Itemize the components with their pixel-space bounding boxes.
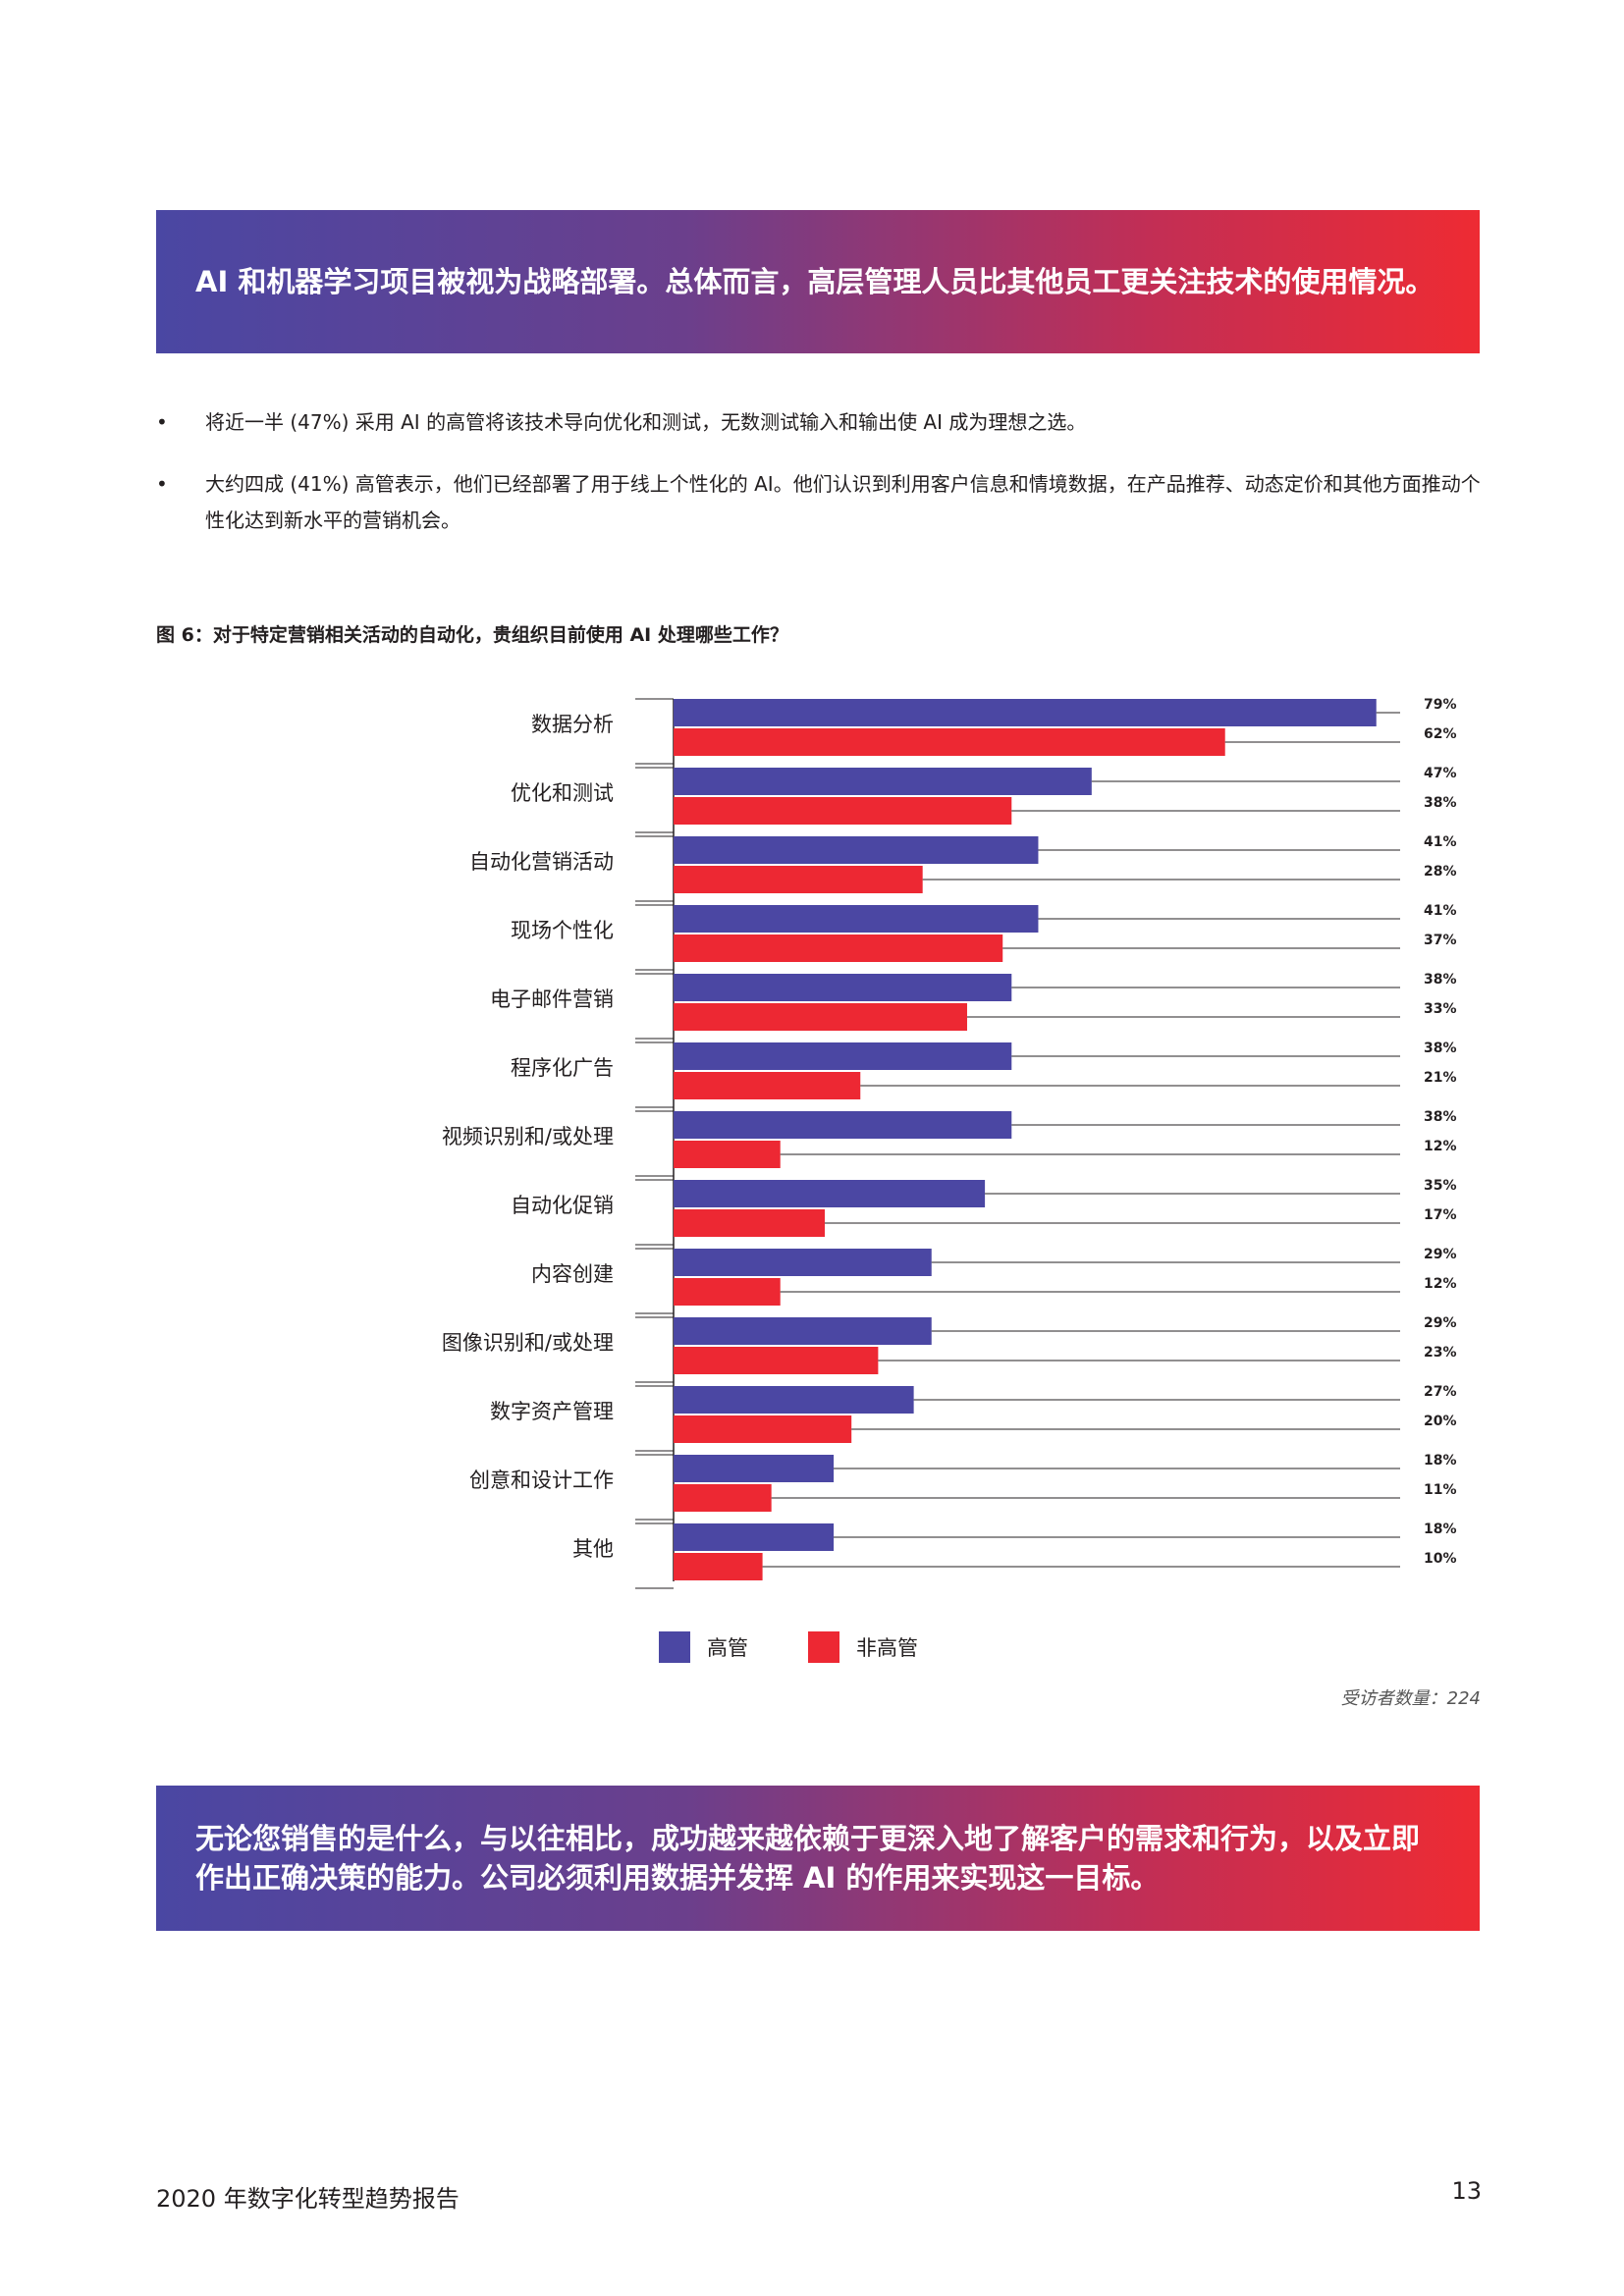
legend-label: 高管 [707,1636,748,1660]
bar-executives [674,1042,1012,1070]
bullet-text: 将近一半 (47%) 采用 AI 的高管将该技术导向优化和测试，无数测试输入和输… [205,410,1087,434]
data-label: 23% [1424,1345,1457,1361]
data-label: 62% [1424,726,1457,742]
bar-non-executives [674,1072,861,1099]
bar-non-executives [674,1003,967,1031]
data-label: 12% [1424,1276,1457,1292]
bar-non-executives [674,866,923,893]
bar-executives [674,905,1039,933]
category-label: 程序化广告 [511,1056,614,1080]
legend-item-non-executives: 非高管 [808,1631,918,1663]
bar-non-executives [674,1415,852,1443]
data-label: 47% [1424,766,1457,781]
data-label: 28% [1424,864,1457,880]
bar-non-executives [674,797,1012,825]
data-label: 38% [1424,795,1457,811]
data-label: 38% [1424,972,1457,988]
bar-non-executives [674,1347,879,1374]
legend-swatch-non-executives [808,1631,839,1663]
bar-executives [674,1386,914,1414]
bar-non-executives [674,934,1003,962]
conclusion-text: 无论您销售的是什么，与以往相比，成功越来越依赖于更深入地了解客户的需求和行为，以… [195,1822,1421,1895]
legend-label: 非高管 [856,1636,918,1660]
page-number: 13 [1451,2177,1482,2205]
category-label: 数据分析 [531,713,614,736]
bar-executives [674,1523,835,1551]
legend-item-executives: 高管 [659,1631,748,1663]
data-label: 33% [1424,1001,1457,1017]
data-label: 41% [1424,903,1457,919]
bar-executives [674,974,1012,1001]
data-label: 29% [1424,1315,1457,1331]
bar-executives [674,1455,835,1482]
category-label: 创意和设计工作 [469,1468,614,1492]
bar-executives [674,1317,932,1345]
footer-report-title: 2020 年数字化转型趋势报告 [156,2185,460,2213]
data-label: 38% [1424,1109,1457,1125]
legend-swatch-executives [659,1631,690,1663]
data-label: 18% [1424,1522,1457,1537]
category-label: 视频识别和/或处理 [442,1125,614,1148]
data-label: 35% [1424,1178,1457,1194]
bar-non-executives [674,1141,781,1168]
category-label: 现场个性化 [511,919,614,942]
bar-executives [674,1180,986,1207]
category-label: 电子邮件营销 [490,988,614,1011]
data-label: 18% [1424,1453,1457,1468]
bar-executives [674,836,1039,864]
category-label: 数字资产管理 [490,1400,614,1423]
bar-executives [674,699,1377,726]
data-label: 79% [1424,697,1457,713]
bar-executives [674,1249,932,1276]
bar-non-executives [674,1553,763,1580]
respondent-count: 受访者数量：224 [1340,1688,1481,1709]
data-label: 12% [1424,1139,1457,1154]
bar-executives [674,768,1092,795]
bullet-marker: • [156,472,168,496]
bullet-item: • 将近一半 (47%) 采用 AI 的高管将该技术导向优化和测试，无数测试输入… [156,404,1482,441]
key-finding-text: AI 和机器学习项目被视为战略部署。总体而言，高层管理人员比其他员工更关注技术的… [195,265,1435,298]
bar-chart: 数据分析 79% 62% 优化和测试 47% 38% 自动化营销活动 41% 28% 现场个性化 4… [442,697,1457,1589]
data-label: 41% [1424,834,1457,850]
bullet-marker: • [156,410,168,434]
data-label: 38% [1424,1041,1457,1056]
category-label: 图像识别和/或处理 [442,1331,614,1355]
data-label: 21% [1424,1070,1457,1086]
bar-non-executives [674,728,1225,756]
data-label: 20% [1424,1414,1457,1429]
data-label: 37% [1424,933,1457,948]
data-label: 11% [1424,1482,1457,1498]
data-label: 10% [1424,1551,1457,1567]
bar-non-executives [674,1484,772,1512]
category-label: 自动化营销活动 [469,850,614,874]
bar-non-executives [674,1278,781,1306]
key-finding-banner: AI 和机器学习项目被视为战略部署。总体而言，高层管理人员比其他员工更关注技术的… [156,210,1480,353]
category-label: 内容创建 [531,1262,614,1286]
data-label: 17% [1424,1207,1457,1223]
category-label: 自动化促销 [511,1194,614,1217]
bar-non-executives [674,1209,826,1237]
category-label: 其他 [572,1537,614,1561]
data-label: 29% [1424,1247,1457,1262]
conclusion-banner: 无论您销售的是什么，与以往相比，成功越来越依赖于更深入地了解客户的需求和行为，以… [156,1786,1480,1931]
bullet-item: • 大约四成 (41%) 高管表示，他们已经部署了用于线上个性化的 AI。他们认… [156,466,1482,539]
data-label: 27% [1424,1384,1457,1400]
bullet-text: 大约四成 (41%) 高管表示，他们已经部署了用于线上个性化的 AI。他们认识到… [205,472,1481,532]
bullet-list: • 将近一半 (47%) 采用 AI 的高管将该技术导向优化和测试，无数测试输入… [156,404,1482,564]
figure-caption: 图 6：对于特定营销相关活动的自动化，贵组织目前使用 AI 处理哪些工作？ [156,624,788,646]
category-label: 优化和测试 [511,781,614,805]
bar-executives [674,1111,1012,1139]
